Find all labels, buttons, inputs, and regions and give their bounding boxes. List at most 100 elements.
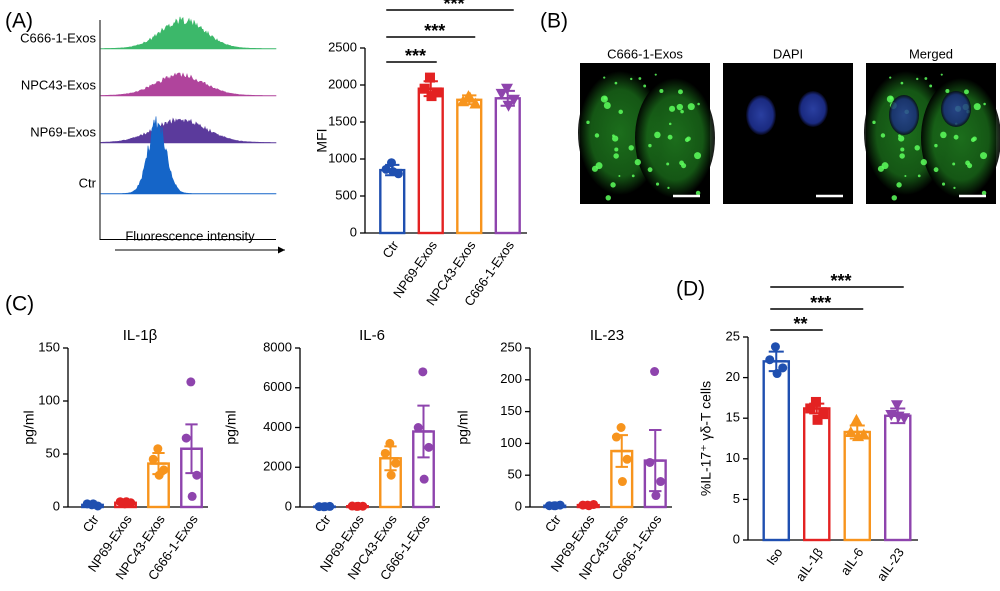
data-point xyxy=(502,100,515,112)
data-point xyxy=(469,97,482,109)
vesicle xyxy=(654,73,657,76)
data-point xyxy=(507,94,520,106)
microscopy-panel: C666-1-Exos DAPI Merged xyxy=(578,46,1000,204)
data-point xyxy=(431,87,442,98)
vesicle xyxy=(934,143,938,148)
vesicle xyxy=(924,77,928,80)
vesicle xyxy=(668,122,672,126)
y-tick-label: 150 xyxy=(38,339,60,354)
y-tick-label: 0 xyxy=(285,498,292,513)
bar-chart: IL-1βpg/ml050100150CtrNP69-ExosNPC43-Exo… xyxy=(21,327,208,583)
y-tick-label: 1500 xyxy=(328,113,357,128)
vesicle xyxy=(613,153,619,159)
vesicle xyxy=(965,160,970,166)
data-point xyxy=(386,158,396,168)
vesicle xyxy=(896,182,902,188)
vesicle xyxy=(695,190,701,196)
vesicle xyxy=(643,84,647,88)
significance-label: *** xyxy=(424,21,445,41)
y-tick-label: 100 xyxy=(500,435,522,450)
data-point xyxy=(810,396,821,407)
data-point xyxy=(770,342,780,352)
data-point xyxy=(850,413,863,425)
bar xyxy=(762,360,791,542)
histogram-curve xyxy=(100,117,277,144)
arrow-head xyxy=(278,246,285,254)
y-tick-label: 15 xyxy=(726,410,740,425)
vesicle xyxy=(889,76,892,79)
bar-chart: MFI05001000150020002500CtrNP69-ExosNPC43… xyxy=(314,0,527,309)
data-point xyxy=(584,501,594,511)
vesicle xyxy=(656,182,660,186)
vesicle xyxy=(631,174,635,178)
vesicle xyxy=(687,103,695,111)
data-point xyxy=(153,444,163,454)
nucleus xyxy=(889,95,919,135)
vesicle xyxy=(953,186,956,190)
vesicle xyxy=(676,103,684,111)
panel-label: (D) xyxy=(676,278,705,301)
data-point xyxy=(413,423,423,432)
y-axis-label: pg/ml xyxy=(223,410,239,444)
vesicle xyxy=(659,88,664,94)
y-axis-label: pg/ml xyxy=(21,410,37,444)
data-point xyxy=(805,403,816,414)
nucleus xyxy=(941,91,971,127)
vesicle xyxy=(940,73,943,76)
vesicle xyxy=(929,84,933,88)
vesicle xyxy=(952,162,956,166)
vesicle xyxy=(886,95,894,103)
vesicle xyxy=(881,162,889,170)
data-point xyxy=(418,367,428,377)
vesicle xyxy=(666,162,670,166)
bar xyxy=(802,407,831,542)
vesicle xyxy=(916,77,919,81)
data-point xyxy=(154,470,164,480)
vesicle xyxy=(872,120,876,125)
y-tick-label: 10 xyxy=(726,450,740,465)
data-point xyxy=(353,501,363,511)
x-tick-label: Ctr xyxy=(312,512,335,535)
bar xyxy=(883,414,912,542)
nucleus xyxy=(746,95,776,135)
bar xyxy=(379,168,406,235)
panel-label: (A) xyxy=(5,10,33,33)
data-point xyxy=(88,499,98,509)
histogram-label: NP69-Exos xyxy=(30,124,96,139)
data-point xyxy=(464,91,477,103)
y-tick-label: 8000 xyxy=(263,339,292,354)
y-tick-label: 100 xyxy=(38,392,60,407)
bar-chart: IL-23pg/ml050100150200250CtrNP69-ExosNPC… xyxy=(455,327,672,583)
data-point xyxy=(192,470,202,480)
x-tick-label: Iso xyxy=(763,545,785,568)
vesicle xyxy=(667,186,670,190)
vesicle xyxy=(973,103,981,111)
significance-label: ** xyxy=(793,314,807,334)
vesicle xyxy=(648,143,652,148)
data-point xyxy=(651,491,661,501)
data-point xyxy=(892,411,905,423)
y-tick-label: 2500 xyxy=(328,39,357,54)
vesicle xyxy=(981,190,987,196)
vesicle xyxy=(614,147,619,152)
histogram-panel: C666-1-Exos NPC43-Exos NP69-Exos Ctr Fluores… xyxy=(20,16,285,254)
vesicle xyxy=(900,81,904,85)
data-point xyxy=(495,88,508,100)
data-point xyxy=(424,442,434,452)
vesicle xyxy=(983,102,986,106)
vesicle xyxy=(920,159,927,166)
y-axis-label: MFI xyxy=(314,128,330,152)
vesicle xyxy=(669,105,676,112)
data-point xyxy=(457,95,470,107)
y-tick-label: 50 xyxy=(46,445,60,460)
y-axis-label: pg/ml xyxy=(455,410,471,444)
vesicle xyxy=(634,159,641,166)
data-point xyxy=(778,363,788,373)
vesicle xyxy=(917,174,921,178)
vesicle xyxy=(594,133,600,138)
data-point xyxy=(650,367,660,377)
y-tick-label: 150 xyxy=(500,403,522,418)
data-point xyxy=(645,457,655,467)
vesicle xyxy=(972,136,977,142)
